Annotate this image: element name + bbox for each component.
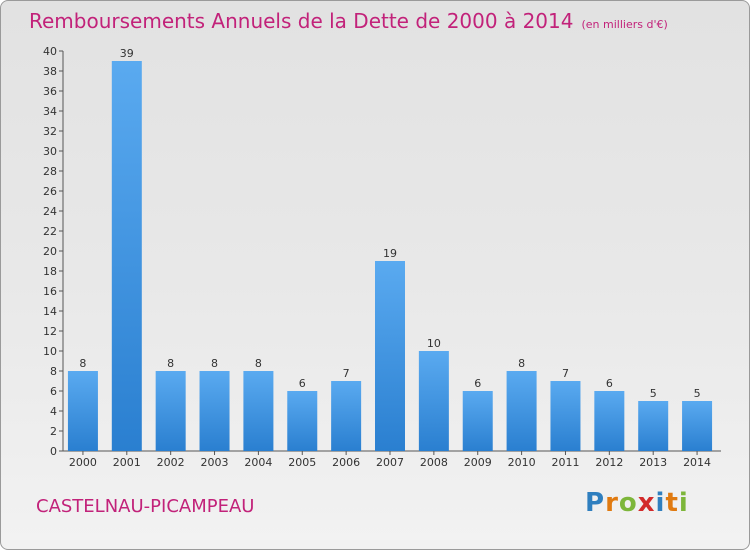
y-tick-label: 22 [43,225,57,238]
bar-value-label: 6 [606,377,613,390]
logo-letter: i [655,488,666,518]
chart-axes: 0246810121416182022242628303234363840200… [43,45,721,469]
x-tick-label: 2007 [376,456,404,469]
y-tick-label: 38 [43,65,57,78]
bar [155,371,186,451]
bar [67,371,98,451]
bar-value-label: 6 [299,377,306,390]
x-tick-label: 2009 [464,456,492,469]
y-tick-label: 18 [43,265,57,278]
bar [418,351,449,451]
bar [550,381,581,451]
x-tick-label: 2002 [157,456,185,469]
bar [506,371,537,451]
logo-letter: o [618,488,638,518]
bar-value-label: 7 [562,367,569,380]
y-tick-label: 8 [50,365,57,378]
bar-value-label: 5 [650,387,657,400]
bar-value-label: 8 [79,357,86,370]
chart-title: Remboursements Annuels de la Dette de 20… [29,9,668,33]
x-tick-label: 2005 [288,456,316,469]
y-tick-label: 16 [43,285,57,298]
bar [375,261,405,451]
y-tick-label: 20 [43,245,57,258]
logo-letter: t [665,488,679,518]
bar [594,391,625,451]
y-tick-label: 12 [43,325,57,338]
x-tick-label: 2012 [595,456,623,469]
bar-value-label: 8 [255,357,262,370]
bar-value-label: 8 [518,357,525,370]
bar-value-label: 8 [211,357,218,370]
bar-value-label: 6 [474,377,481,390]
bar-value-label: 8 [167,357,174,370]
y-tick-label: 32 [43,125,57,138]
bar [287,391,318,451]
chart-title-unit: (en milliers d'€) [581,18,668,31]
bar [462,391,493,451]
x-tick-label: 2001 [113,456,141,469]
bar [638,401,669,451]
y-tick-label: 10 [43,345,57,358]
logo-letter: x [637,488,656,518]
bar-value-label: 7 [343,367,350,380]
y-tick-label: 14 [43,305,57,318]
y-tick-label: 28 [43,165,57,178]
x-tick-label: 2013 [639,456,667,469]
bar [682,401,713,451]
bar-value-label: 10 [427,337,441,350]
bar-value-label: 39 [120,47,134,60]
y-tick-label: 6 [50,385,57,398]
logo-letter: r [605,488,619,518]
y-tick-label: 26 [43,185,57,198]
y-tick-label: 4 [50,405,57,418]
bar [331,381,362,451]
bar [199,371,230,451]
logo-letter: i [678,488,689,518]
y-tick-label: 36 [43,85,57,98]
bar [111,61,142,451]
bar-value-label: 5 [694,387,701,400]
x-tick-label: 2008 [420,456,448,469]
x-tick-label: 2011 [551,456,579,469]
x-tick-label: 2006 [332,456,360,469]
x-tick-label: 2000 [69,456,97,469]
x-tick-label: 2003 [201,456,229,469]
x-tick-label: 2010 [508,456,536,469]
y-tick-label: 2 [50,425,57,438]
y-tick-label: 34 [43,105,57,118]
y-tick-label: 40 [43,45,57,58]
y-tick-label: 0 [50,445,57,458]
chart-bars: 8 39 8 8 8 6 7 19 10 6 8 7 6 5 5 [67,47,713,451]
proxiti-logo: Proxiti [585,488,689,518]
chart-title-text: Remboursements Annuels de la Dette de 20… [29,9,574,33]
x-tick-label: 2004 [244,456,272,469]
y-tick-label: 30 [43,145,57,158]
x-tick-label: 2014 [683,456,711,469]
logo-letter: P [585,488,606,518]
commune-name: CASTELNAU-PICAMPEAU [36,496,255,517]
bar [243,371,274,451]
y-tick-label: 24 [43,205,57,218]
bar-value-label: 19 [383,247,397,260]
